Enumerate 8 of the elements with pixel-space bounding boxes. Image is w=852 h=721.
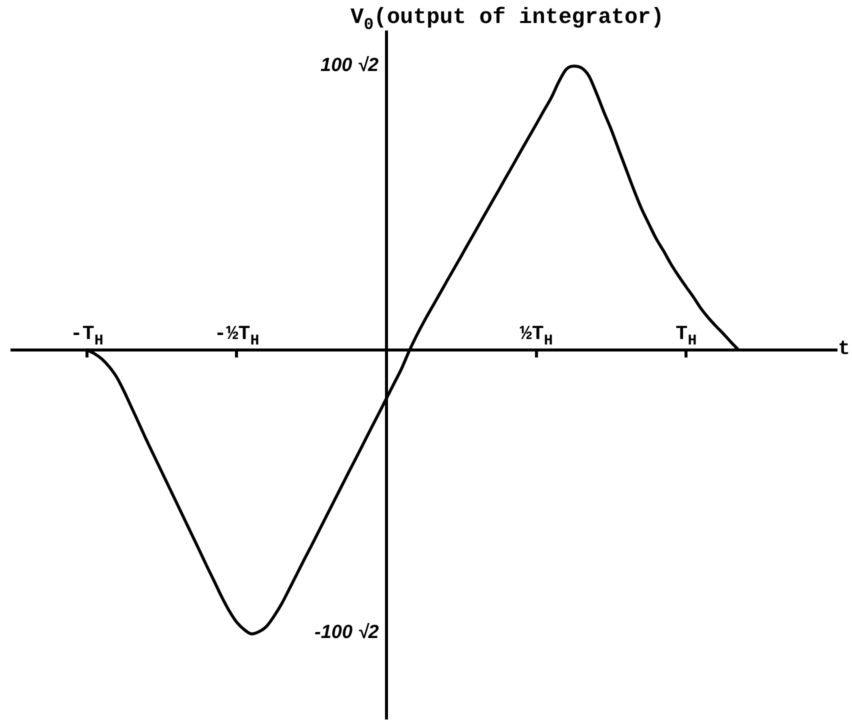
x-tick-label: -T$_{H}$ — [70, 322, 104, 350]
annotation: -100 √2 — [314, 622, 379, 644]
x-axis-title: t — [838, 338, 850, 361]
y-axis-title: V$_{0}$(output of integrator) — [350, 5, 664, 34]
x-tick-label: ½T$_{H}$ — [520, 322, 553, 350]
x-tick-label: -½T$_{H}$ — [214, 322, 260, 350]
x-tick-label: T$_{H}$ — [676, 322, 697, 350]
annotation: 100 √2 — [320, 54, 379, 76]
